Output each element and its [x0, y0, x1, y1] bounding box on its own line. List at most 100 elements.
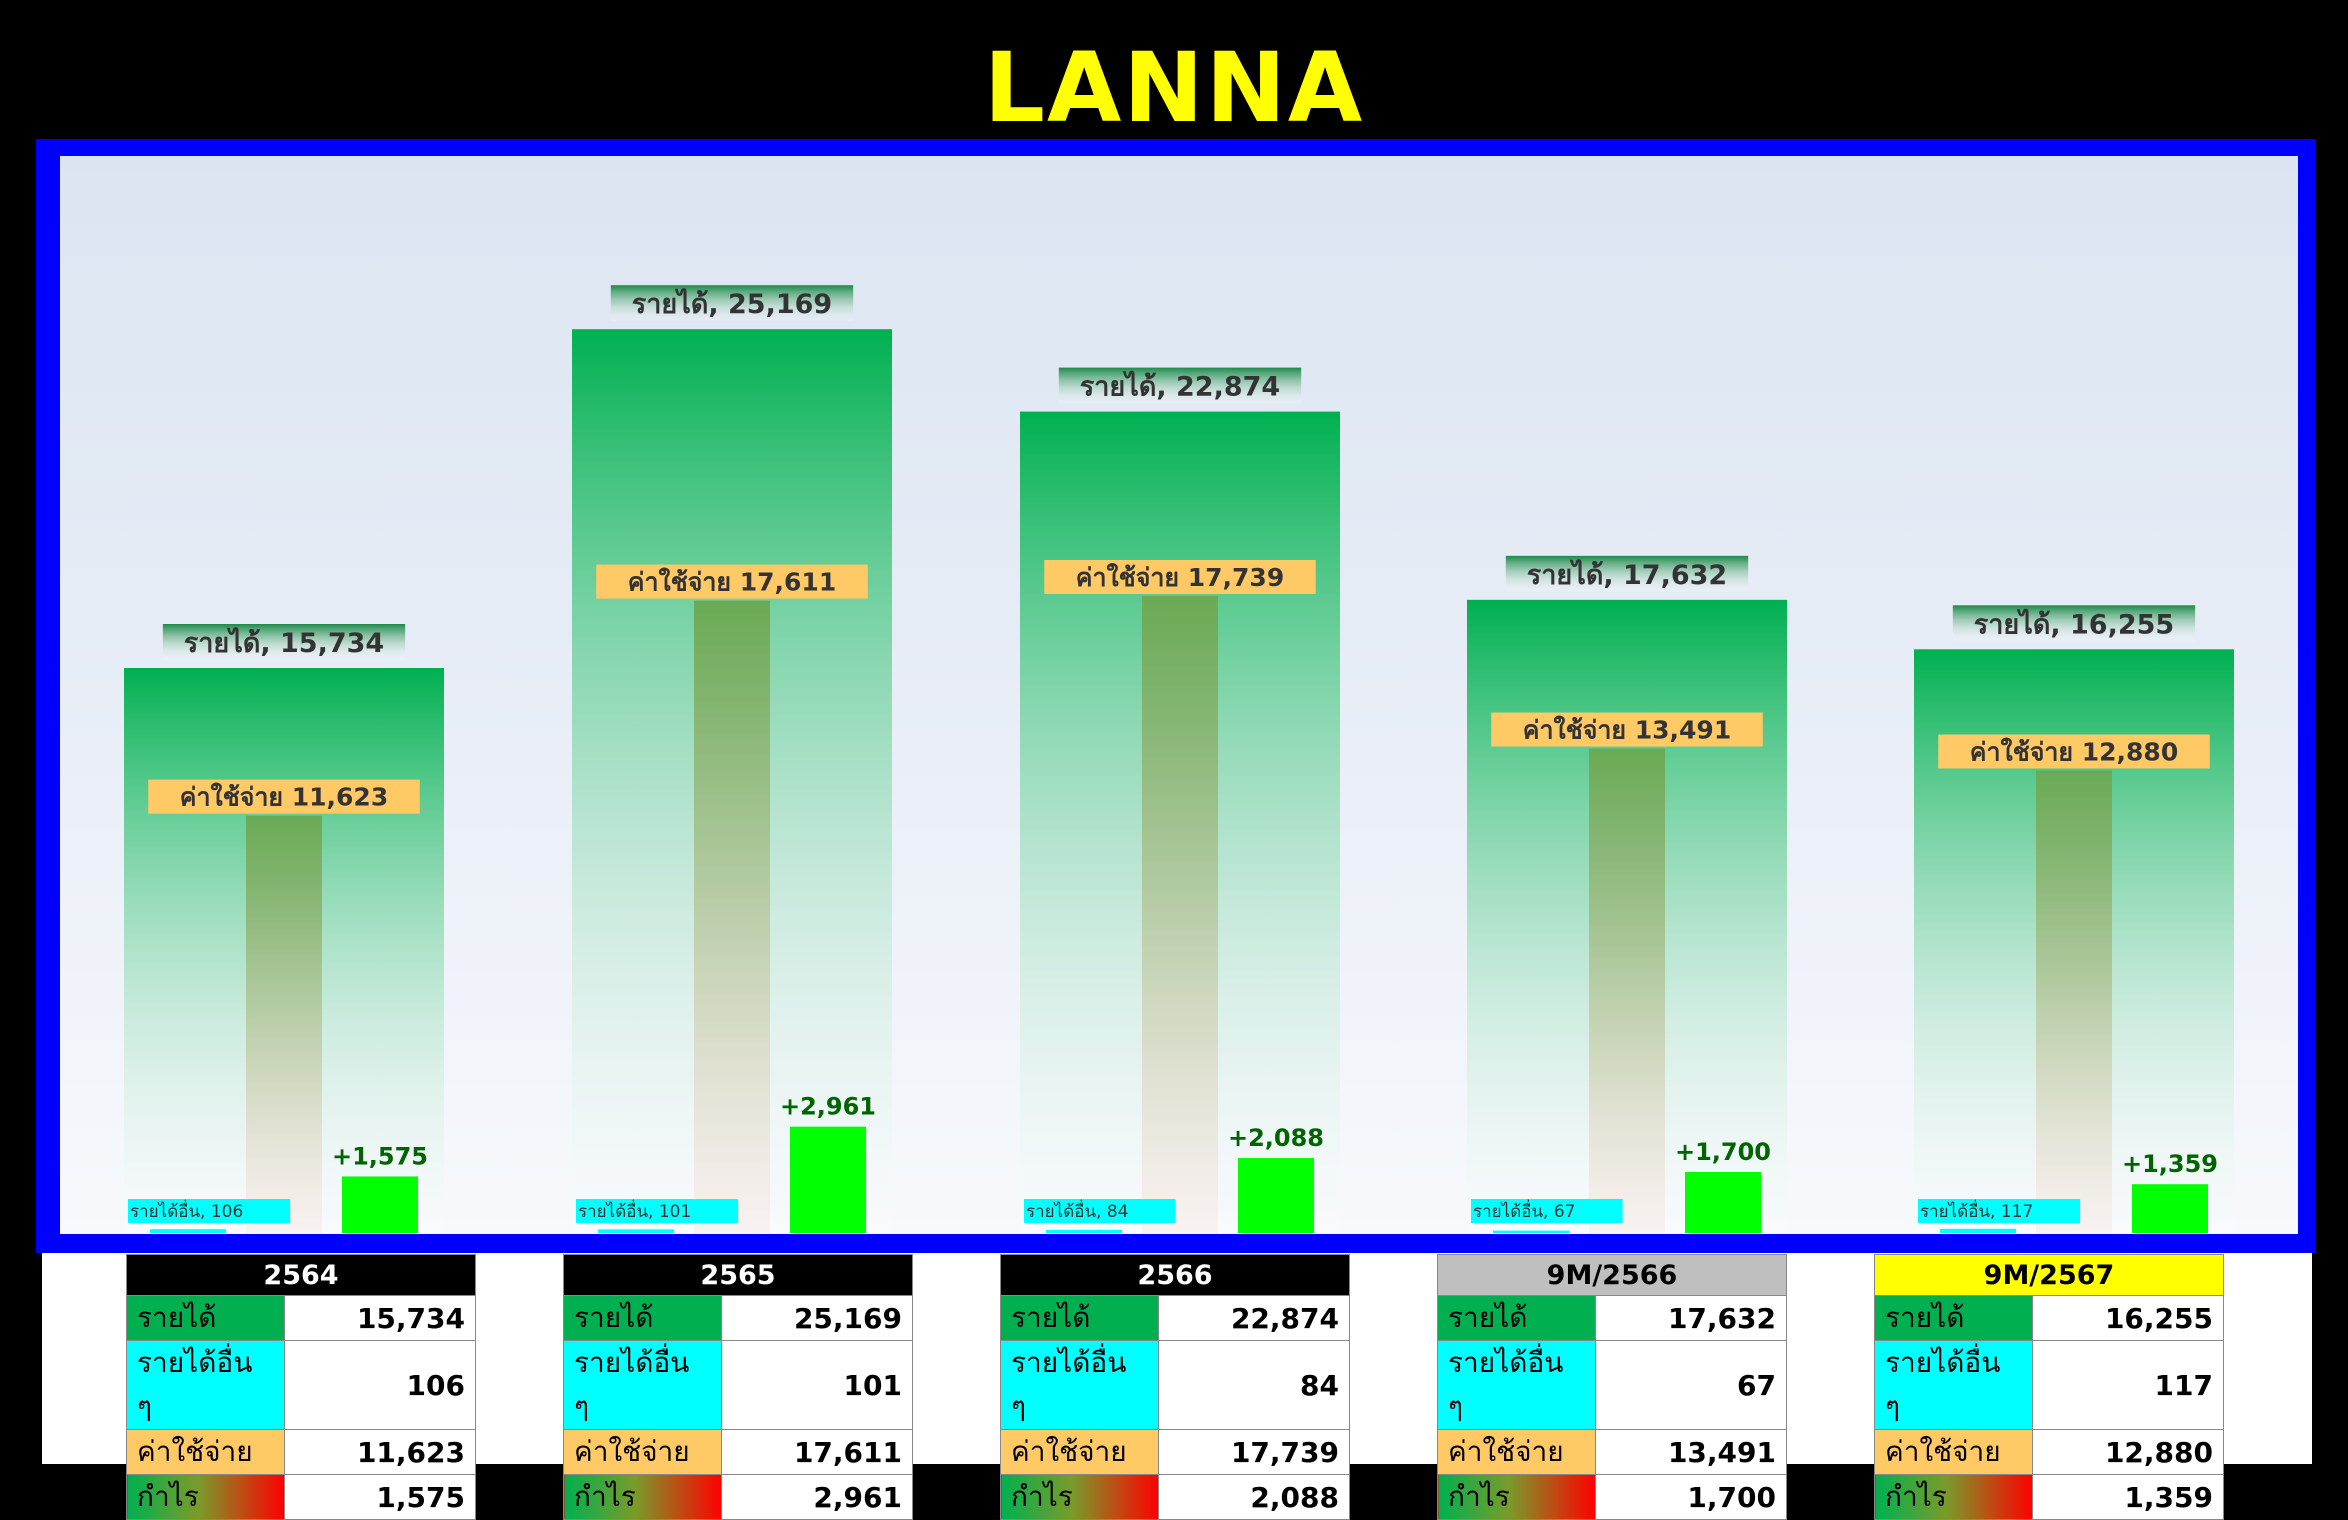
row-value-profit: 1,700 [1595, 1474, 1787, 1520]
table-row: กำไร 1,575 [126, 1474, 476, 1520]
row-label-revenue: รายได้ [1874, 1295, 2033, 1341]
other-income-bar [1046, 1229, 1122, 1233]
row-label-expense: ค่าใช้จ่าย [563, 1429, 722, 1475]
row-value-profit: 2,088 [1158, 1474, 1350, 1520]
row-value-other-income: 101 [721, 1340, 913, 1430]
other-income-bar [1493, 1230, 1569, 1233]
row-label-profit: กำไร [126, 1474, 285, 1520]
profit-bar [2132, 1184, 2208, 1233]
summary-table: 9M/2567 รายได้ 16,255 รายได้อื่น ๆ 117 ค่า… [1874, 1254, 2224, 1520]
table-row: รายได้ 17,632 [1437, 1295, 1787, 1341]
other-income-bar [1940, 1228, 2016, 1233]
row-value-profit: 2,961 [721, 1474, 913, 1520]
other-income-label-bg [576, 1199, 739, 1223]
revenue-data-label: รายได้, 16,255 [1974, 608, 2174, 640]
table-row: รายได้ 22,874 [1000, 1295, 1350, 1341]
expense-bar [1142, 596, 1218, 1233]
expense-data-label: ค่าใช้จ่าย 13,491 [1523, 715, 1731, 745]
expense-label-bg [596, 564, 868, 599]
row-label-revenue: รายได้ [563, 1295, 722, 1341]
summary-table: 2564 รายได้ 15,734 รายได้อื่น ๆ 106 ค่าใช้… [126, 1254, 476, 1520]
other-income-data-label: รายได้อื่น, 101 [578, 1199, 691, 1222]
expense-bar [2036, 770, 2112, 1233]
row-label-other-income: รายได้อื่น ๆ [1000, 1340, 1159, 1430]
table-row: ค่าใช้จ่าย 13,491 [1437, 1429, 1787, 1475]
table-row: ค่าใช้จ่าย 11,623 [126, 1429, 476, 1475]
table-period-header: 9M/2567 [1874, 1254, 2224, 1296]
row-label-other-income: รายได้อื่น ๆ [1437, 1340, 1596, 1430]
row-value-profit: 1,575 [284, 1474, 476, 1520]
table-row: รายได้อื่น ๆ 84 [1000, 1340, 1350, 1430]
summary-table: 2566 รายได้ 22,874 รายได้อื่น ๆ 84 ค่าใช้จ… [1000, 1254, 1350, 1520]
table-row: กำไร 2,088 [1000, 1474, 1350, 1520]
expense-label-bg [1044, 560, 1316, 595]
other-income-bar [598, 1229, 674, 1233]
row-value-revenue: 16,255 [2032, 1295, 2224, 1341]
profit-data-label: +2,961 [780, 1093, 876, 1121]
row-label-other-income: รายได้อื่น ๆ [1874, 1340, 2033, 1430]
table-row: รายได้อื่น ๆ 101 [563, 1340, 913, 1430]
row-value-expense: 12,880 [2032, 1429, 2224, 1475]
table-period-header: 2566 [1000, 1254, 1350, 1296]
row-value-profit: 1,359 [2032, 1474, 2224, 1520]
row-value-revenue: 25,169 [721, 1295, 913, 1341]
table-row: ค่าใช้จ่าย 17,739 [1000, 1429, 1350, 1475]
revenue-label-bg [1058, 367, 1302, 404]
other-income-bar [150, 1229, 226, 1233]
row-label-other-income: รายได้อื่น ๆ [563, 1340, 722, 1430]
expense-data-label: ค่าใช้จ่าย 11,623 [180, 782, 388, 812]
other-income-label-bg [128, 1199, 291, 1223]
expense-data-label: ค่าใช้จ่าย 17,611 [628, 567, 836, 597]
row-label-profit: กำไร [1000, 1474, 1159, 1520]
row-label-profit: กำไร [1437, 1474, 1596, 1520]
expense-data-label: ค่าใช้จ่าย 17,739 [1076, 562, 1284, 592]
row-value-revenue: 17,632 [1595, 1295, 1787, 1341]
row-label-profit: กำไร [563, 1474, 722, 1520]
row-value-expense: 11,623 [284, 1429, 476, 1475]
row-label-expense: ค่าใช้จ่าย [1000, 1429, 1159, 1475]
table-row: กำไร 1,359 [1874, 1474, 2224, 1520]
summary-table: 9M/2566 รายได้ 17,632 รายได้อื่น ๆ 67 ค่าใ… [1437, 1254, 1787, 1520]
profit-bar [790, 1126, 866, 1233]
revenue-label-bg [610, 285, 854, 322]
row-label-expense: ค่าใช้จ่าย [1874, 1429, 2033, 1475]
row-label-expense: ค่าใช้จ่าย [1437, 1429, 1596, 1475]
expense-bar [1589, 748, 1665, 1233]
row-value-other-income: 117 [2032, 1340, 2224, 1430]
other-income-label-bg [1918, 1199, 2081, 1223]
table-row: ค่าใช้จ่าย 17,611 [563, 1429, 913, 1475]
row-value-expense: 17,611 [721, 1429, 913, 1475]
row-value-other-income: 84 [1158, 1340, 1350, 1430]
profit-data-label: +2,088 [1228, 1124, 1324, 1152]
table-period-header: 2564 [126, 1254, 476, 1296]
other-income-label-bg [1471, 1199, 1623, 1223]
profit-bar [1238, 1158, 1314, 1233]
revenue-label-bg [1505, 555, 1749, 592]
row-label-other-income: รายได้อื่น ๆ [126, 1340, 285, 1430]
table-row: รายได้อื่น ๆ 117 [1874, 1340, 2224, 1430]
table-row: กำไร 2,961 [563, 1474, 913, 1520]
expense-label-bg [1938, 734, 2210, 769]
row-value-other-income: 67 [1595, 1340, 1787, 1430]
revenue-data-label: รายได้, 25,169 [632, 288, 832, 320]
revenue-data-label: รายได้, 17,632 [1527, 559, 1727, 591]
revenue-data-label: รายได้, 22,874 [1080, 371, 1280, 403]
profit-data-label: +1,359 [2122, 1150, 2218, 1178]
table-period-header: 9M/2566 [1437, 1254, 1787, 1296]
other-income-data-label: รายได้อื่น, 67 [1473, 1199, 1576, 1222]
table-row: รายได้อื่น ๆ 67 [1437, 1340, 1787, 1430]
row-value-expense: 13,491 [1595, 1429, 1787, 1475]
row-value-revenue: 15,734 [284, 1295, 476, 1341]
expense-label-bg [1491, 712, 1763, 747]
row-label-profit: กำไร [1874, 1474, 2033, 1520]
table-row: ค่าใช้จ่าย 12,880 [1874, 1429, 2224, 1475]
chart-title: LANNA [983, 32, 1365, 144]
row-label-revenue: รายได้ [1437, 1295, 1596, 1341]
expense-bar [246, 815, 322, 1233]
profit-data-label: +1,700 [1675, 1138, 1771, 1166]
profit-data-label: +1,575 [332, 1142, 428, 1170]
revenue-label-bg [1952, 605, 2196, 642]
summary-table: 2565 รายได้ 25,169 รายได้อื่น ๆ 101 ค่าใช้… [563, 1254, 913, 1520]
other-income-data-label: รายได้อื่น, 84 [1026, 1199, 1129, 1222]
